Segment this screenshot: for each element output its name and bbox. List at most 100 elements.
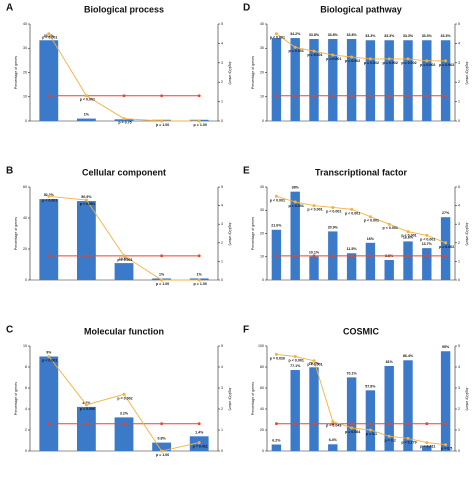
y2-tick-label: 4 [221, 41, 223, 45]
bar [422, 445, 432, 451]
threshold-marker [197, 422, 201, 426]
y-tick-label: 0 [262, 449, 264, 453]
bar [365, 390, 376, 451]
p-value-point [387, 57, 391, 61]
bar [309, 256, 319, 280]
p-value-point [312, 204, 316, 208]
y-tick-label: 20 [260, 70, 264, 74]
value-label: 16% [367, 237, 375, 241]
y2-tick-label: 3 [458, 386, 460, 390]
p-value-label: p = 0.002 [364, 61, 379, 65]
value-label: 33.3% [365, 34, 376, 38]
value-label: 27% [442, 211, 450, 215]
threshold-marker [160, 94, 164, 98]
value-label: 70.1% [346, 371, 357, 375]
threshold-marker [160, 422, 164, 426]
p-value-label: p = 0.1 [366, 432, 377, 436]
value-label: 33.3% [422, 34, 433, 38]
bar [384, 40, 394, 122]
y2-tick-label: 3 [221, 222, 223, 226]
y2-axis-label: -log10(p value) [465, 61, 469, 85]
y2-tick-label: 2 [458, 80, 460, 84]
p-value-point [444, 59, 448, 63]
p-value-label: p < 0.001 [289, 358, 304, 362]
y2-tick-label: 3 [221, 61, 223, 65]
value-label: 95% [442, 345, 450, 349]
value-label: 33.8% [328, 33, 339, 37]
panel-title: Cellular component [82, 167, 166, 177]
y-tick-label: 60 [260, 386, 264, 390]
threshold-marker [350, 94, 353, 98]
value-label: 86.4% [403, 354, 414, 358]
p-value-label: p = 1.00 [194, 123, 207, 127]
y2-tick-label: 0 [458, 449, 460, 453]
value-label: 13.7% [422, 242, 433, 246]
y-tick-label: 0 [25, 449, 27, 453]
panel: B Cellular component 0 20 40 60 0 1 2 3 4 5 Percenta… [6, 166, 232, 286]
bar [77, 118, 96, 121]
panel-title: Biological pathway [320, 4, 402, 14]
p-value-label: p < 0.001 [326, 209, 341, 213]
p-value-label: p < 0.001 [289, 204, 304, 208]
panel-label: D [243, 3, 250, 14]
bar [365, 242, 376, 280]
bar [403, 40, 413, 122]
threshold-marker [369, 94, 372, 98]
y-tick-label: 40 [260, 407, 264, 411]
p-value-label: p < 0.001 [42, 198, 57, 202]
threshold-marker [122, 422, 126, 426]
p-value-label: p = 0.5 [441, 447, 452, 451]
p-value-label: p = 0.2 [385, 438, 396, 442]
threshold-marker [444, 94, 447, 98]
y2-axis-label: -log10(p value) [228, 222, 232, 246]
y2-tick-label: 5 [458, 344, 460, 348]
y2-tick-label: 3 [458, 222, 460, 226]
p-value-label: p < 0.001 [364, 219, 379, 223]
p-value-point [425, 59, 429, 63]
y2-tick-label: 5 [221, 344, 223, 348]
bar [77, 406, 96, 451]
p-value-point [331, 420, 335, 424]
threshold-marker [425, 254, 429, 258]
threshold-marker [425, 422, 429, 426]
threshold-marker [444, 254, 447, 258]
y-tick-label: 20 [260, 428, 264, 432]
value-label: 9% [46, 350, 52, 354]
threshold-marker [85, 422, 88, 426]
p-value-point [274, 352, 278, 356]
y-tick-label: 20 [260, 231, 264, 235]
threshold-marker [387, 254, 391, 258]
threshold-marker [350, 254, 353, 258]
p-value-label: p = 0.043 [326, 424, 341, 428]
p-value-point [84, 94, 88, 98]
value-label: 1% [84, 113, 90, 117]
threshold-marker [387, 94, 391, 98]
panel-label: C [6, 325, 13, 336]
bar [403, 241, 413, 280]
value-label: 33.3% [44, 34, 55, 38]
p-value-point [293, 355, 297, 358]
p-value-point [122, 117, 126, 121]
panel-title: Biological process [84, 4, 164, 14]
p-value-point [84, 403, 88, 407]
p-value-label: p < 0.001 [80, 202, 95, 206]
p-value-label: p = 0.001 [326, 57, 341, 61]
threshold-marker [122, 94, 126, 98]
bar [422, 40, 432, 122]
threshold-marker [47, 254, 51, 258]
p-value-label: p = 0.75 [118, 121, 131, 125]
bar [328, 444, 338, 451]
y2-tick-label: 0 [221, 278, 223, 282]
value-label: 11.5% [347, 247, 358, 251]
y2-tick-label: 5 [458, 185, 460, 189]
threshold-marker [425, 94, 429, 98]
p-value-point [444, 241, 448, 245]
value-label: 81% [386, 360, 394, 364]
p-value-label: p = 0.001 [117, 258, 132, 262]
panel-label: A [6, 3, 13, 14]
threshold-marker [331, 422, 335, 426]
p-value-point [293, 45, 297, 49]
y-tick-label: 40 [260, 22, 264, 26]
value-label: 33.3% [384, 34, 395, 38]
